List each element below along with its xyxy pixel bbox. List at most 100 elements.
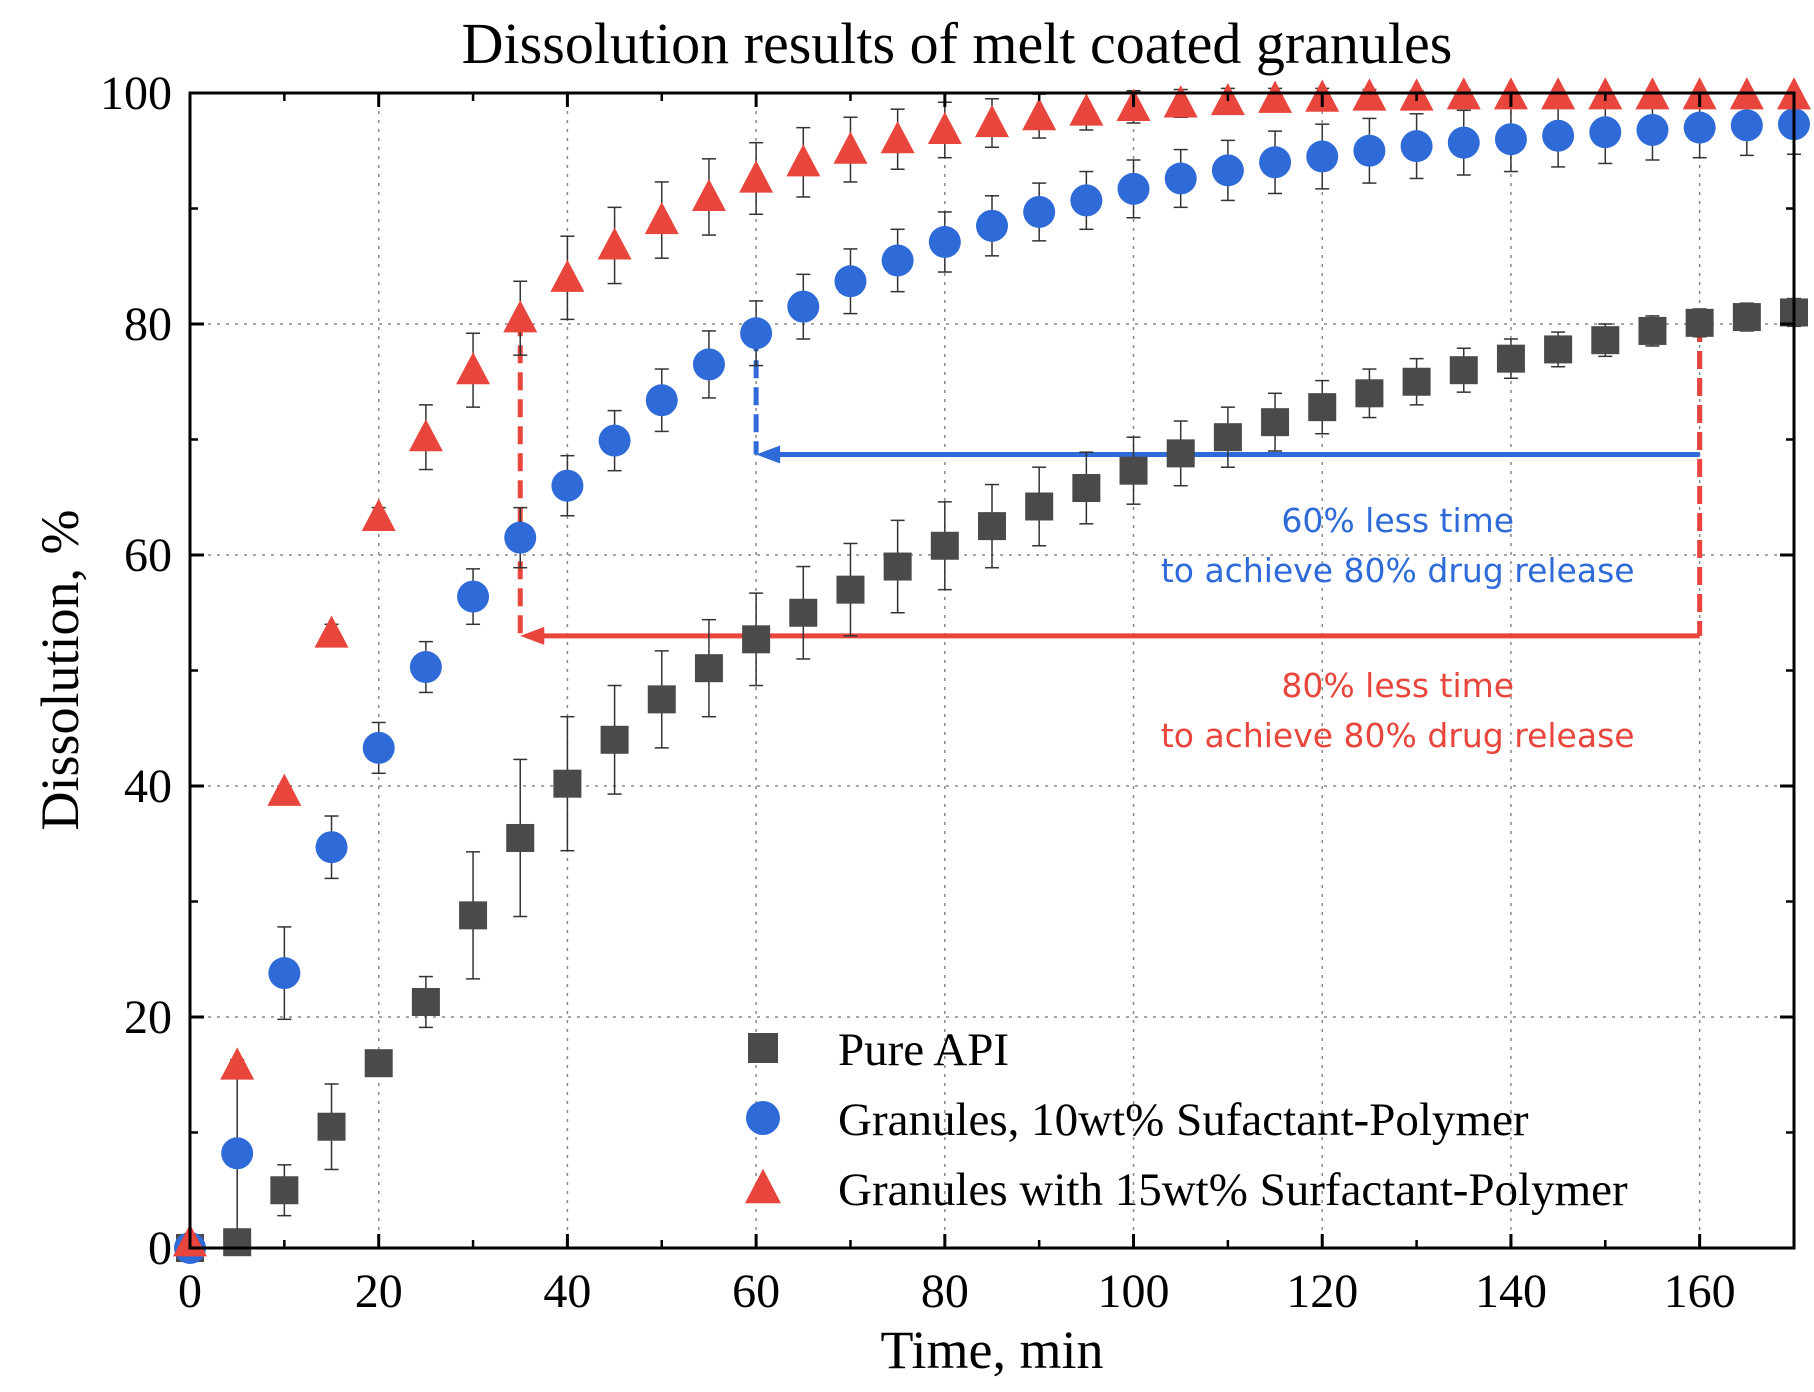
granules-10wt-point bbox=[1306, 140, 1339, 173]
y-tick-labels: 0 20 40 60 80 100 bbox=[100, 67, 172, 1275]
x-tick-label: 160 bbox=[1664, 1265, 1736, 1318]
pure-api-point bbox=[600, 725, 629, 754]
error-bars bbox=[230, 87, 1801, 1249]
pure-api-point bbox=[1685, 308, 1714, 337]
pure-api-point bbox=[694, 654, 723, 683]
pure-api-point bbox=[1213, 423, 1242, 452]
granules-15wt-point bbox=[408, 419, 443, 452]
chart-title: Dissolution results of melt coated granu… bbox=[462, 11, 1453, 76]
granules-10wt-point bbox=[1353, 134, 1386, 167]
x-tick-label: 100 bbox=[1098, 1265, 1170, 1318]
pure-api-point bbox=[930, 531, 959, 560]
legend-marker bbox=[748, 1033, 778, 1063]
granules-10wt-point bbox=[1400, 130, 1433, 163]
granules-15wt-point bbox=[786, 144, 821, 177]
granules-10wt-point bbox=[1259, 146, 1292, 179]
pure-api-point bbox=[506, 823, 535, 852]
x-tick-label: 20 bbox=[355, 1265, 403, 1318]
granules-10wt-point bbox=[1211, 154, 1244, 187]
pure-api-point bbox=[978, 512, 1006, 541]
y-tick-label: 0 bbox=[148, 1222, 172, 1275]
granules-10wt-point bbox=[409, 651, 442, 684]
legend-label: Granules, 10wt% Sufactant-Polymer bbox=[838, 1094, 1529, 1146]
y-tick-label: 20 bbox=[124, 991, 172, 1044]
legend: Pure API Granules, 10wt% Sufactant-Polyme… bbox=[745, 1024, 1628, 1216]
pure-api-point bbox=[789, 598, 818, 627]
y-axis-title: Dissolution, % bbox=[30, 509, 90, 830]
x-tick-label: 120 bbox=[1286, 1265, 1358, 1318]
granules-15wt-point bbox=[314, 615, 349, 648]
granules-10wt-point bbox=[551, 469, 584, 502]
granules-10wt-point bbox=[1683, 111, 1716, 144]
granules-15wt-point bbox=[691, 178, 726, 212]
granules-15wt-point bbox=[644, 201, 679, 235]
annotation-labels: 60% less time to achieve 80% drug release… bbox=[1161, 501, 1635, 755]
granules-10wt-point bbox=[787, 290, 820, 323]
granules-10wt-point bbox=[976, 209, 1008, 242]
x-axis-title: Time, min bbox=[880, 1320, 1103, 1380]
pure-api-point bbox=[223, 1228, 252, 1257]
legend-label: Granules with 15wt% Surfactant-Polymer bbox=[838, 1164, 1628, 1216]
pure-api-point bbox=[836, 575, 865, 604]
granules-15wt-point bbox=[361, 498, 396, 531]
granules-15wt-point bbox=[503, 300, 538, 333]
pure-api-point bbox=[459, 901, 488, 930]
x-tick-label: 80 bbox=[921, 1265, 969, 1318]
pure-api-point bbox=[1449, 356, 1478, 385]
annotation-arrowhead bbox=[520, 626, 545, 645]
granules-10wt-point bbox=[740, 317, 773, 350]
annotation-label: to achieve 80% drug release bbox=[1161, 716, 1635, 755]
pure-api-point bbox=[1355, 379, 1384, 408]
y-tick-label: 100 bbox=[100, 67, 172, 120]
pure-api-point bbox=[1402, 367, 1431, 396]
granules-10wt-point bbox=[1164, 162, 1197, 195]
granules-10wt-point bbox=[645, 384, 678, 417]
granules-10wt-point bbox=[834, 265, 867, 298]
pure-api-point bbox=[647, 685, 676, 714]
granules-15wt-point bbox=[550, 259, 585, 292]
pure-api-point bbox=[553, 769, 582, 798]
x-tick-label: 60 bbox=[732, 1265, 780, 1318]
granules-15wt-point bbox=[927, 111, 962, 145]
granules-15wt-point bbox=[975, 104, 1009, 138]
granules-10wt-point bbox=[1447, 126, 1480, 159]
x-tick-label: 140 bbox=[1475, 1265, 1547, 1318]
pure-api-point bbox=[1308, 393, 1337, 422]
granules-15wt-point bbox=[833, 131, 868, 164]
pure-api-point bbox=[1591, 326, 1620, 355]
pure-api-point bbox=[1544, 335, 1573, 364]
y-tick-label: 80 bbox=[124, 298, 172, 351]
granules-10wt-point bbox=[1589, 116, 1622, 149]
legend-marker bbox=[745, 1168, 781, 1204]
granules-10wt-point bbox=[1023, 195, 1056, 228]
annotation-label: to achieve 80% drug release bbox=[1161, 551, 1635, 590]
pure-api-point bbox=[1119, 456, 1148, 485]
legend-marker bbox=[746, 1101, 780, 1135]
y-tick-label: 60 bbox=[124, 529, 172, 582]
pure-api-point bbox=[317, 1112, 346, 1141]
y-tick-label: 40 bbox=[124, 760, 172, 813]
granules-15wt-point bbox=[267, 773, 302, 806]
axis-ticks bbox=[188, 91, 1794, 1250]
granules-15wt-point bbox=[597, 227, 632, 260]
pure-api-point bbox=[1166, 439, 1195, 468]
pure-api-point bbox=[411, 987, 440, 1016]
granules-10wt-point bbox=[315, 831, 348, 864]
pure-api-point bbox=[364, 1049, 393, 1078]
annotation-arrows bbox=[517, 318, 1703, 645]
pure-api-point bbox=[1025, 492, 1054, 521]
granules-10wt-point bbox=[1730, 109, 1763, 142]
x-tick-labels: 0 20 40 60 80 100 120 140 160 bbox=[178, 1265, 1736, 1318]
granules-15wt-point bbox=[220, 1047, 255, 1080]
granules-15wt-point bbox=[1163, 85, 1198, 118]
pure-api-point bbox=[1496, 344, 1525, 373]
x-tick-label: 40 bbox=[543, 1265, 591, 1318]
granules-15wt-point bbox=[1022, 98, 1057, 131]
granules-10wt-point bbox=[928, 225, 961, 258]
granules-10wt-point bbox=[457, 580, 490, 613]
granules-10wt-point bbox=[268, 957, 301, 990]
x-tick-label: 0 bbox=[178, 1265, 202, 1318]
pure-api-point bbox=[742, 625, 771, 654]
pure-api-point bbox=[1638, 316, 1667, 345]
